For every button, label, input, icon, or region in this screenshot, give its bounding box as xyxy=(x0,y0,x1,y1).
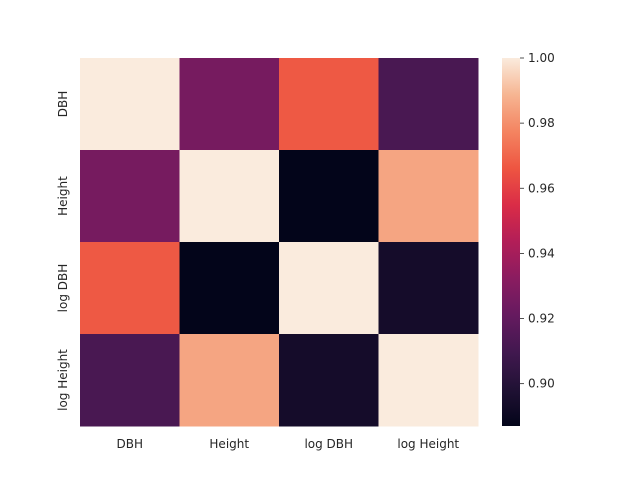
heatmap-cell-0-0 xyxy=(80,58,180,151)
y-tick-label: Height xyxy=(56,176,70,216)
heatmap-cell-2-0 xyxy=(80,242,180,335)
x-tick-labels: DBH Height log DBH log Height xyxy=(117,437,460,451)
colorbar-tick-label: 1.00 xyxy=(528,51,555,65)
colorbar-tick-label: 0.94 xyxy=(528,246,555,260)
heatmap-cells xyxy=(80,58,479,427)
x-tick-label: log DBH xyxy=(304,437,353,451)
colorbar-tick-label: 0.90 xyxy=(528,377,555,391)
x-tick-label: Height xyxy=(209,437,249,451)
heatmap-cell-1-3 xyxy=(378,150,479,243)
heatmap-cell-3-1 xyxy=(179,334,280,427)
heatmap-cell-1-1 xyxy=(179,150,280,243)
x-tick-label: log Height xyxy=(397,437,459,451)
heatmap-cell-1-2 xyxy=(279,150,379,243)
heatmap-cell-3-0 xyxy=(80,334,180,427)
heatmap-cell-0-1 xyxy=(179,58,280,151)
heatmap-cell-3-2 xyxy=(279,334,379,427)
y-tick-label: log DBH xyxy=(56,264,70,313)
colorbar-tick-label: 0.92 xyxy=(528,312,555,326)
y-tick-labels: DBH Height log DBH log Height xyxy=(56,91,70,411)
heatmap-cell-2-2 xyxy=(279,242,379,335)
heatmap-cell-2-3 xyxy=(378,242,479,335)
y-tick-label: DBH xyxy=(56,91,70,118)
heatmap-cell-3-3 xyxy=(378,334,479,427)
colorbar-ticks: 0.90 0.92 0.94 0.96 0.98 1.00 xyxy=(520,51,555,391)
heatmap-cell-2-1 xyxy=(179,242,280,335)
x-tick-label: DBH xyxy=(117,437,144,451)
heatmap-cell-1-0 xyxy=(80,150,180,243)
colorbar-tick-label: 0.96 xyxy=(528,181,555,195)
colorbar xyxy=(502,58,520,426)
y-tick-label: log Height xyxy=(56,349,70,411)
heatmap-cell-0-2 xyxy=(279,58,379,151)
heatmap-cell-0-3 xyxy=(378,58,479,151)
colorbar-tick-label: 0.98 xyxy=(528,116,555,130)
